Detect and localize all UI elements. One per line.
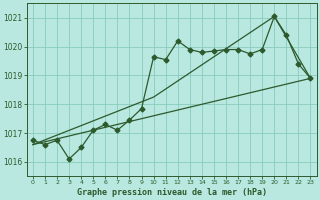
X-axis label: Graphe pression niveau de la mer (hPa): Graphe pression niveau de la mer (hPa) bbox=[77, 188, 267, 197]
